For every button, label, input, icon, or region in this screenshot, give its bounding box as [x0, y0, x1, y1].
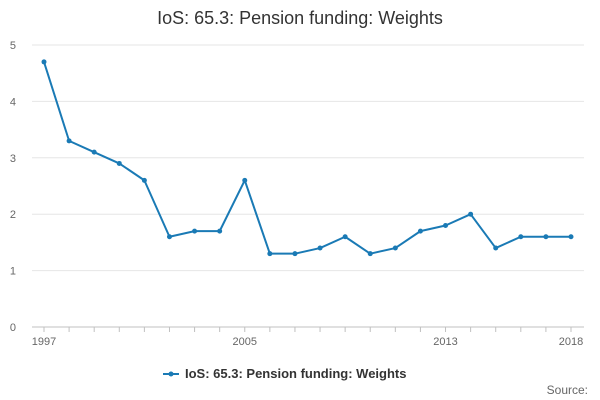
x-tick-label: 2018 [559, 336, 583, 348]
y-tick-label: 2 [10, 209, 16, 221]
y-tick-label: 4 [10, 96, 16, 108]
y-axis-ticks: 0 1 2 3 4 5 [10, 40, 16, 334]
data-point-2007[interactable] [292, 251, 298, 257]
data-point-2010[interactable] [367, 251, 373, 257]
chart-title: IoS: 65.3: Pension funding: Weights [157, 8, 443, 28]
data-point-2000[interactable] [116, 160, 122, 166]
legend[interactable]: IoS: 65.3: Pension funding: Weights [163, 366, 407, 381]
data-point-2018[interactable] [568, 234, 574, 240]
data-point-1999[interactable] [91, 149, 97, 155]
x-tick-label: 2013 [433, 336, 457, 348]
x-tick-label: 2005 [233, 336, 257, 348]
x-axis: 1997 2005 2013 2018 [32, 326, 584, 348]
legend-marker [168, 371, 174, 377]
data-point-2017[interactable] [543, 234, 549, 240]
y-tick-label: 3 [10, 153, 16, 165]
data-point-2015[interactable] [493, 245, 499, 251]
data-point-1997[interactable] [41, 59, 47, 65]
data-point-2008[interactable] [317, 245, 323, 251]
data-point-2016[interactable] [518, 234, 524, 240]
data-point-2002[interactable] [166, 234, 172, 240]
data-point-2006[interactable] [267, 251, 273, 257]
series-line [43, 61, 571, 255]
y-tick-label: 5 [10, 40, 16, 52]
data-point-2003[interactable] [192, 228, 198, 234]
source-credit: Source: [547, 383, 588, 397]
data-point-2005[interactable] [242, 177, 248, 183]
data-point-2014[interactable] [468, 211, 474, 217]
data-point-2001[interactable] [141, 177, 147, 183]
data-point-2004[interactable] [217, 228, 223, 234]
data-point-2011[interactable] [392, 245, 398, 251]
series-layer [41, 59, 574, 257]
grid-lines [32, 44, 584, 272]
y-tick-label: 1 [10, 266, 16, 278]
data-point-2013[interactable] [443, 222, 449, 228]
data-point-1998[interactable] [66, 138, 72, 144]
legend-label: IoS: 65.3: Pension funding: Weights [185, 366, 407, 381]
y-tick-label: 0 [10, 322, 16, 334]
data-point-2009[interactable] [342, 234, 348, 240]
data-point-2012[interactable] [417, 228, 423, 234]
x-tick-label: 1997 [32, 336, 56, 348]
